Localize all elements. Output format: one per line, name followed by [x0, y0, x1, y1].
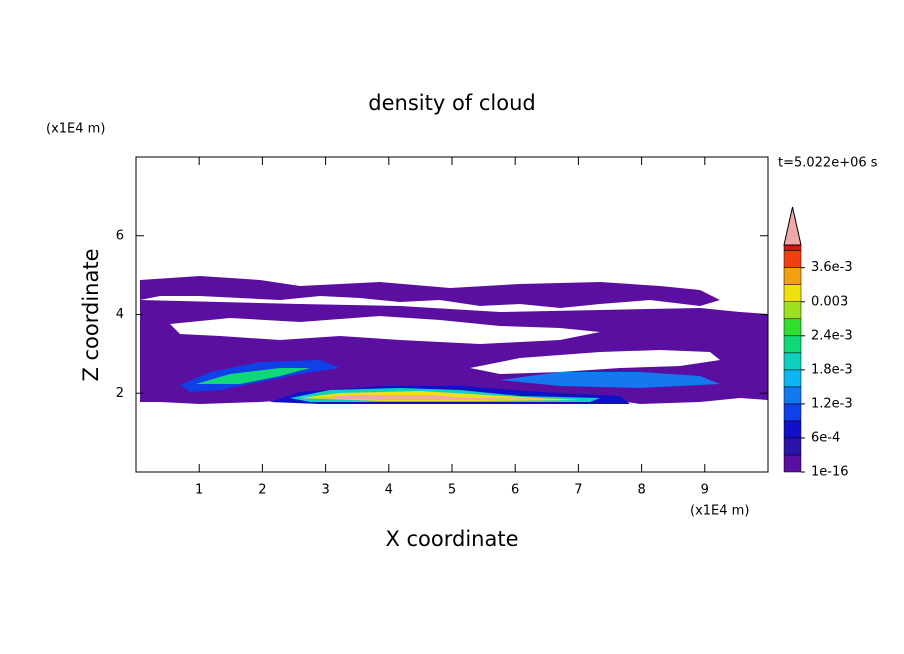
- colorbar-tick-label: 1.8e-3: [811, 362, 853, 377]
- colorbar-band: [783, 267, 802, 285]
- contour-gap: [736, 284, 768, 298]
- colorbar-band: [783, 403, 802, 422]
- colorbar-tick-label: 1e-16: [811, 465, 849, 480]
- y-tick-label: 2: [116, 386, 124, 401]
- contour-region: [196, 368, 310, 384]
- colorbar-band: [783, 301, 802, 320]
- x-unit: (x1E4 m): [690, 504, 749, 519]
- x-tick-label: 7: [574, 483, 582, 498]
- colorbar-band: [783, 386, 802, 405]
- colorbar-band: [783, 244, 802, 251]
- colorbar-band: [783, 284, 802, 303]
- x-tick-label: 3: [321, 483, 329, 498]
- colorbar-band: [783, 318, 802, 337]
- contour-gap: [470, 350, 720, 374]
- colorbar-band: [783, 352, 802, 371]
- colorbar-band: [783, 369, 802, 388]
- y-axis-label: Z coordinate: [79, 248, 103, 381]
- colorbar-band: [783, 420, 802, 439]
- chart-title: density of cloud: [368, 91, 535, 115]
- time-label: t=5.022e+06 s: [778, 156, 878, 171]
- colorbar-band: [783, 454, 802, 473]
- y-tick-label: 4: [116, 307, 124, 322]
- y-unit: (x1E4 m): [46, 122, 105, 137]
- colorbar-tick-label: 0.003: [811, 294, 848, 309]
- colorbar-tick-label: 2.4e-3: [811, 328, 853, 343]
- x-tick-label: 1: [195, 483, 203, 498]
- x-tick-label: 6: [511, 483, 519, 498]
- contour-region: [310, 395, 560, 400]
- colorbar-band: [783, 437, 802, 456]
- contour-gap: [170, 316, 600, 344]
- colorbar-tick-label: 6e-4: [811, 430, 840, 445]
- x-tick-label: 9: [701, 483, 709, 498]
- colorbar-band: [783, 335, 802, 354]
- y-tick-label: 6: [116, 228, 124, 243]
- colorbar-tick-label: 3.6e-3: [811, 260, 853, 275]
- x-tick-label: 4: [385, 483, 393, 498]
- x-tick-label: 2: [258, 483, 266, 498]
- contour-region: [140, 276, 720, 308]
- x-tick-label: 5: [448, 483, 456, 498]
- colorbar-band: [783, 250, 802, 268]
- colorbar-extend: [783, 206, 802, 246]
- contour-field: [140, 276, 768, 404]
- colorbar-tick-label: 1.2e-3: [811, 396, 853, 411]
- contour-region: [500, 372, 720, 388]
- x-axis-label: X coordinate: [385, 527, 518, 551]
- x-tick-label: 8: [637, 483, 645, 498]
